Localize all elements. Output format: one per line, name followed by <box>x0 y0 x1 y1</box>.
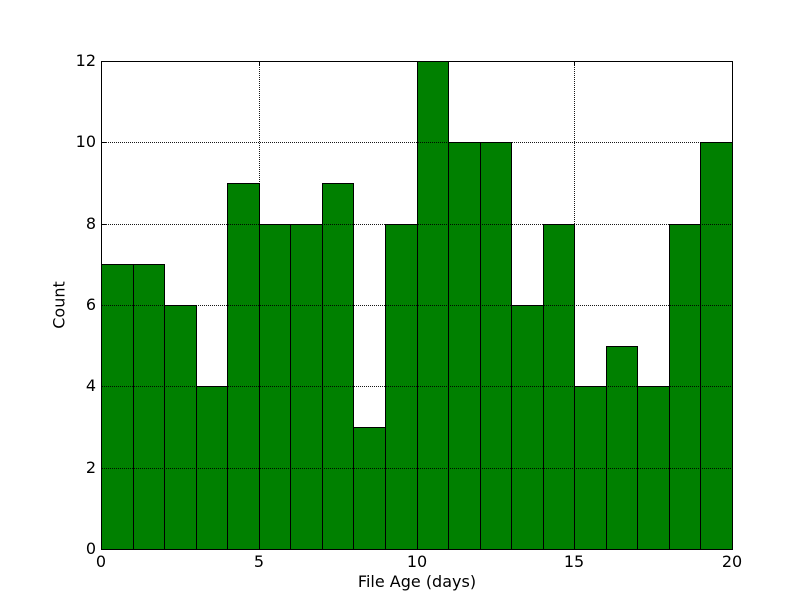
y-tick-label: 2 <box>85 458 96 477</box>
histogram-bar <box>480 142 512 550</box>
y-gridline <box>102 468 731 469</box>
y-tick-label: 6 <box>85 295 96 314</box>
y-tick-label: 12 <box>75 51 96 70</box>
histogram-bar <box>133 264 165 550</box>
x-gridline <box>259 62 260 548</box>
y-tick-label: 0 <box>85 539 96 558</box>
x-axis-label: File Age (days) <box>357 572 477 591</box>
y-tick-label: 8 <box>85 214 96 233</box>
y-tick-label: 4 <box>85 376 96 395</box>
y-gridline <box>102 224 731 225</box>
x-gridline <box>574 62 575 548</box>
y-gridline <box>102 386 731 387</box>
histogram-bar <box>101 264 134 550</box>
y-tick-label: 10 <box>75 132 96 151</box>
histogram-bar <box>448 142 481 550</box>
histogram-bar <box>669 224 701 550</box>
y-gridline <box>102 142 731 143</box>
x-gridline <box>417 62 418 548</box>
histogram-bar <box>700 142 733 550</box>
x-tick-label: 15 <box>563 552 585 571</box>
x-tick-label: 20 <box>721 552 743 571</box>
x-tick-label: 5 <box>253 552 265 571</box>
histogram-bar <box>353 427 386 550</box>
histogram-bar <box>322 183 354 550</box>
x-tick-label: 10 <box>406 552 428 571</box>
x-tick-label: 0 <box>95 552 107 571</box>
y-gridline <box>102 305 731 306</box>
